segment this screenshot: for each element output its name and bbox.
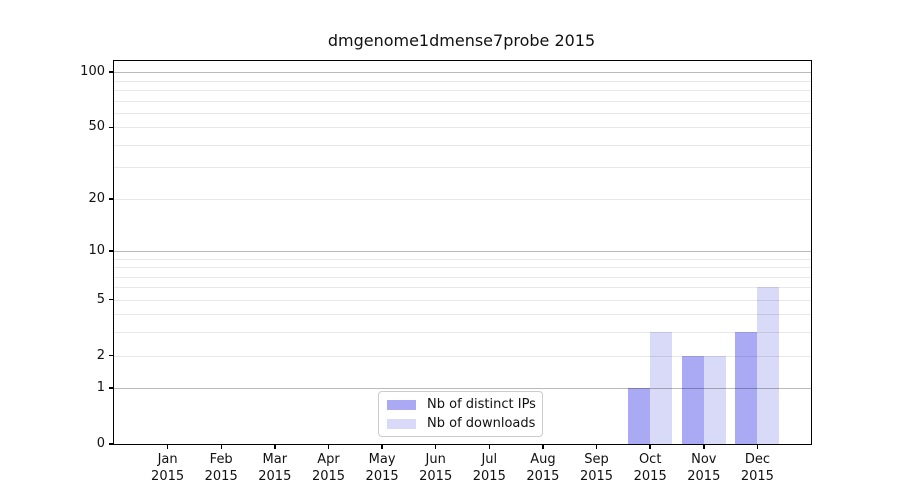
y-axis-tick [109, 250, 114, 252]
y-axis-tick-label: 1 [96, 380, 105, 396]
bar-distinct-ips-dec [735, 332, 758, 444]
year-label: 2015 [311, 468, 346, 484]
y-axis-tick-label: 100 [80, 64, 105, 80]
legend-item-downloads: Nb of downloads [387, 416, 536, 431]
year-label: 2015 [258, 468, 292, 484]
y-axis-tick [109, 354, 114, 357]
x-axis-tick-label: Aug 2015 [511, 452, 575, 485]
month-label: Feb [209, 452, 233, 467]
month-label: Nov [691, 452, 717, 467]
legend: Nb of distinct IPs Nb of downloads [378, 391, 543, 437]
bar-distinct-ips-oct [628, 388, 651, 444]
y-axis-tick [109, 126, 114, 128]
y-axis-tick-label: 5 [96, 291, 105, 307]
x-axis-tick [381, 444, 383, 449]
year-label: 2015 [687, 468, 721, 484]
x-axis-tick-label: Sep 2015 [565, 452, 629, 485]
x-axis-tick [166, 444, 169, 449]
legend-swatch-downloads [387, 418, 416, 429]
y-axis-tick-label: 2 [96, 347, 105, 363]
bar-downloads-oct [650, 332, 673, 444]
y-axis-tick-label: 10 [88, 242, 105, 258]
month-label: Jul [481, 452, 498, 467]
y-axis-tick [109, 443, 114, 445]
bar-distinct-ips-nov [681, 355, 704, 444]
x-axis-tick-label: Dec 2015 [725, 452, 789, 485]
bar-downloads-nov [703, 355, 726, 444]
month-label: Dec [744, 452, 770, 467]
month-label: Apr [317, 452, 340, 467]
x-axis-tick [488, 444, 491, 449]
x-axis-tick [274, 444, 276, 449]
month-label: May [368, 452, 396, 467]
bars-layer [114, 61, 811, 444]
month-label: Jan [157, 452, 178, 467]
year-label: 2015 [633, 468, 667, 484]
x-axis-tick-label: May 2015 [350, 452, 414, 485]
y-axis-tick [109, 71, 114, 73]
year-label: 2015 [740, 468, 774, 484]
x-axis-tick [703, 444, 705, 449]
y-axis-tick-label: 50 [88, 119, 105, 135]
plot-area: 0 1 2 5 10 20 50 100 Jan 2015 Feb 2015 Mar 2015 Apr 201… [80, 60, 812, 484]
y-axis-tick [109, 198, 114, 200]
axis-ticks-layer: 0 1 2 5 10 20 50 100 Jan 2015 Feb 2015 Mar 2015 Apr 201… [80, 61, 811, 483]
month-label: Jun [425, 452, 446, 467]
x-axis-tick [756, 444, 759, 449]
x-axis-tick [327, 444, 330, 449]
year-label: 2015 [472, 468, 506, 484]
year-label: 2015 [365, 468, 399, 484]
legend-label-distinct-ips: Nb of distinct IPs [427, 397, 536, 412]
y-axis-tick [109, 387, 114, 389]
x-axis-tick-label: Oct 2015 [618, 452, 682, 485]
legend-swatch-distinct-ips [387, 399, 416, 410]
x-axis-tick-label: Jan 2015 [136, 452, 200, 485]
month-label: Sep [584, 452, 609, 467]
x-axis-tick [595, 444, 598, 449]
chart-title: dmgenome1dmense7probe 2015 [327, 31, 596, 50]
y-axis-tick-label: 20 [88, 190, 105, 206]
year-label: 2015 [204, 468, 238, 484]
y-axis-tick [109, 298, 114, 301]
year-label: 2015 [579, 468, 614, 484]
legend-item-distinct-ips: Nb of distinct IPs [387, 397, 536, 412]
legend-label-downloads: Nb of downloads [427, 416, 536, 431]
bar-downloads-dec [757, 287, 780, 444]
year-label: 2015 [151, 468, 185, 484]
x-axis-tick-label: Apr 2015 [297, 452, 361, 485]
x-axis-tick-label: Feb 2015 [189, 452, 253, 485]
year-label: 2015 [526, 468, 560, 484]
month-label: Aug [530, 452, 556, 467]
x-axis-tick [542, 444, 544, 449]
x-axis-tick-label: Jul 2015 [457, 452, 521, 485]
year-label: 2015 [419, 468, 453, 484]
month-label: Oct [638, 452, 662, 467]
x-axis-tick [649, 444, 651, 449]
y-axis-tick-label: 0 [96, 436, 105, 451]
x-axis-tick-label: Mar 2015 [243, 452, 307, 485]
month-label: Mar [262, 452, 288, 467]
x-axis-tick-label: Nov 2015 [672, 452, 736, 485]
x-axis-tick [434, 444, 437, 449]
x-axis-tick-label: Jun 2015 [404, 452, 468, 485]
x-axis-tick [220, 444, 222, 449]
